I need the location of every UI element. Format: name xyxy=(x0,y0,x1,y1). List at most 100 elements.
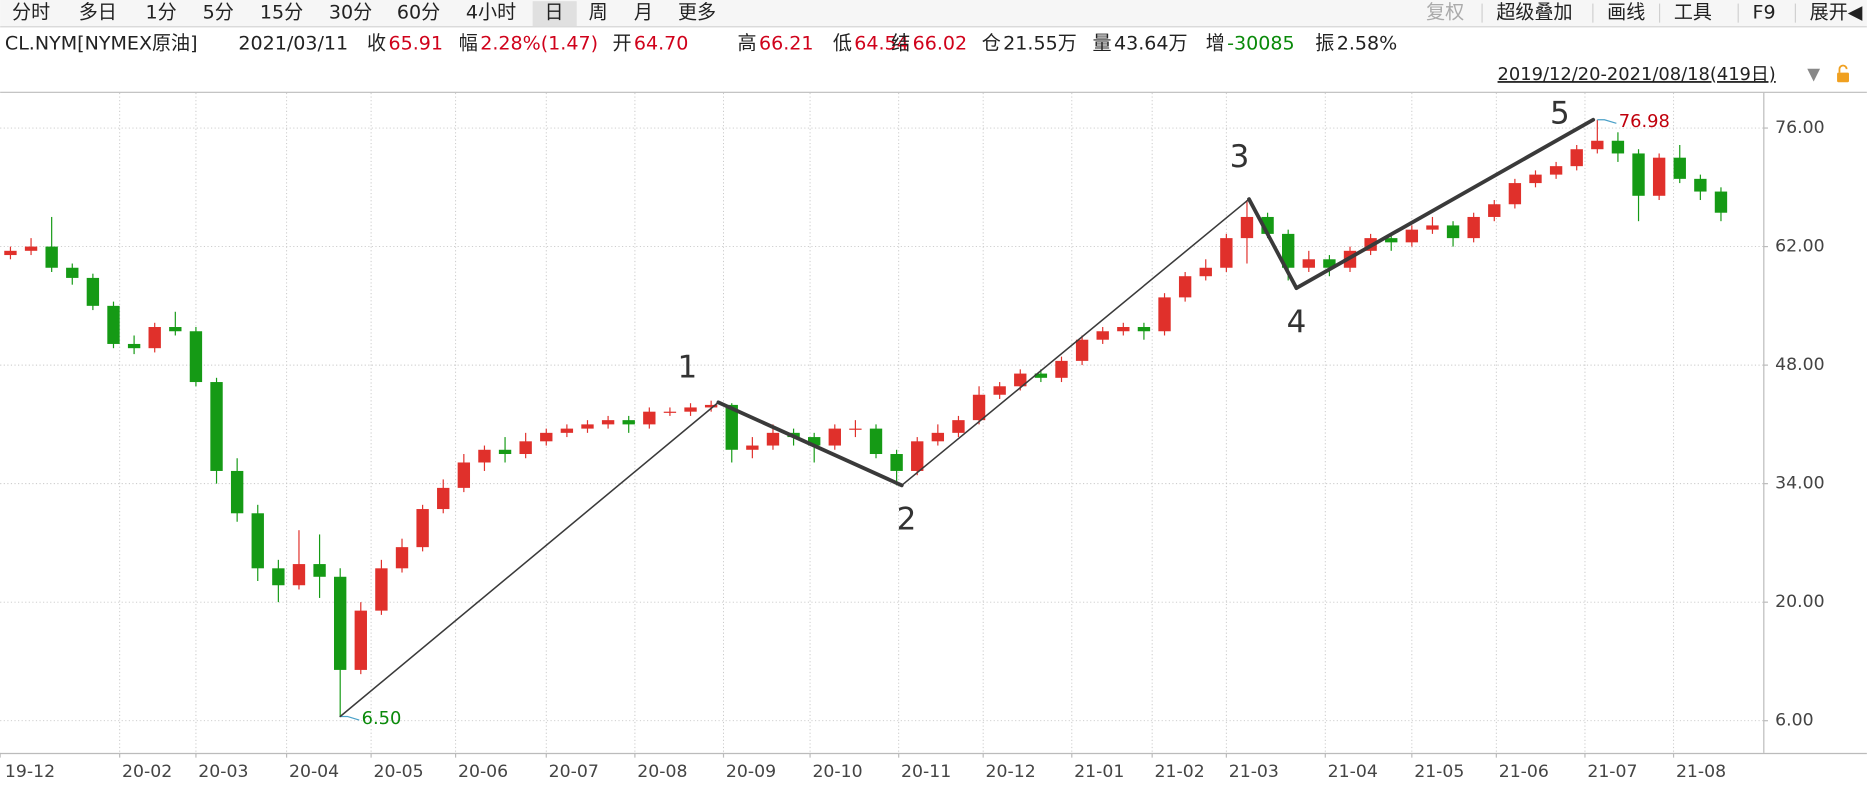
field-label: 收 xyxy=(367,33,386,55)
candle-body xyxy=(808,437,821,446)
x-tick-label: 20-06 xyxy=(458,762,508,782)
candle-body xyxy=(972,394,986,421)
candle-body xyxy=(292,564,306,586)
candle-body xyxy=(1158,297,1171,332)
candle-body xyxy=(1405,229,1419,243)
tool-button[interactable]: 复权 xyxy=(1426,2,1464,24)
y-tick-label: 76.00 xyxy=(1775,118,1824,138)
field-value: 65.91 xyxy=(388,33,443,55)
candle-body xyxy=(952,420,965,433)
period-button[interactable]: 30分 xyxy=(329,2,372,24)
x-tick-label: 20-03 xyxy=(198,762,248,782)
candle-body xyxy=(169,327,182,332)
candle-body xyxy=(354,610,367,670)
candle-body xyxy=(931,432,945,442)
symbol: CL.NYM[NYMEX原油] xyxy=(5,33,198,55)
field-value: 64.54 xyxy=(854,33,909,55)
candle-body xyxy=(313,564,326,577)
x-tick-label: 20-04 xyxy=(289,762,339,782)
candle-body xyxy=(437,487,450,510)
lock-icon[interactable] xyxy=(1837,64,1849,83)
candle-body xyxy=(560,428,574,433)
tool-button[interactable]: 展开◀ xyxy=(1810,2,1863,24)
wave-segment xyxy=(900,198,1250,487)
candle-body xyxy=(1199,267,1212,277)
field-label: 开 xyxy=(612,33,631,55)
candle-body xyxy=(746,445,759,450)
period-button[interactable]: 多日 xyxy=(79,2,117,24)
x-tick-label: 21-01 xyxy=(1074,762,1124,782)
candle-body xyxy=(127,343,141,349)
candle-body xyxy=(849,428,862,430)
range-dropdown[interactable]: ▼ xyxy=(1807,65,1820,84)
candle-body xyxy=(519,441,532,455)
tool-button[interactable]: F9 xyxy=(1752,2,1775,24)
period-button[interactable]: 日 xyxy=(545,2,564,24)
candle-body xyxy=(1694,178,1707,192)
period-button[interactable]: 60分 xyxy=(397,2,440,24)
candle-body xyxy=(869,428,883,455)
field-label: 幅 xyxy=(459,33,478,55)
candle-body xyxy=(1096,331,1109,340)
candle-body xyxy=(1467,216,1480,239)
candle-body xyxy=(622,420,635,425)
candle-body xyxy=(1508,183,1522,205)
x-tick-label: 19-12 xyxy=(5,762,55,782)
candle-body xyxy=(334,576,347,670)
period-button[interactable]: 更多 xyxy=(678,2,716,24)
candle-body xyxy=(1055,360,1068,378)
candle-body xyxy=(1570,149,1583,167)
candle-body xyxy=(1178,276,1192,298)
period-button[interactable]: 5分 xyxy=(203,2,234,24)
candle-body xyxy=(24,246,38,251)
extreme-label: 76.98 xyxy=(1619,111,1670,132)
date-range[interactable]: 2019/12/20-2021/08/18(419日) xyxy=(1498,64,1776,85)
candle-body xyxy=(766,432,780,446)
candle-body xyxy=(1075,339,1089,361)
period-button[interactable]: 月 xyxy=(634,2,653,24)
extreme-leader xyxy=(1597,119,1617,124)
period-button[interactable]: 分时 xyxy=(12,2,50,24)
candle-body xyxy=(1426,225,1439,230)
x-tick-label: 20-08 xyxy=(637,762,687,782)
tool-button[interactable]: 超级叠加 xyxy=(1496,2,1572,24)
x-tick-label: 20-05 xyxy=(373,762,423,782)
x-tick-label: 20-12 xyxy=(986,762,1036,782)
field-value: 21.55万 xyxy=(1003,33,1077,55)
period-button[interactable]: 15分 xyxy=(260,2,303,24)
field-value: 2.58% xyxy=(1337,33,1398,55)
x-tick-label: 21-03 xyxy=(1229,762,1279,782)
y-tick-label: 48.00 xyxy=(1775,355,1824,375)
candle-body xyxy=(643,411,656,425)
candle-body xyxy=(704,404,718,408)
field-value: 64.70 xyxy=(634,33,689,55)
field-value: 2.28%(1.47) xyxy=(480,33,598,55)
field-label: 高 xyxy=(738,33,757,55)
wave-segment xyxy=(1247,197,1299,290)
candle-body xyxy=(457,462,471,488)
x-tick-label: 21-02 xyxy=(1155,762,1205,782)
candle-body xyxy=(1117,327,1130,332)
wave-label: 4 xyxy=(1287,304,1307,340)
annotations: 76.98 6.50 1 2 3 4 5 xyxy=(339,95,1670,729)
candle-body xyxy=(107,305,120,344)
period-button[interactable]: 周 xyxy=(589,2,608,24)
tool-button[interactable]: 画线 xyxy=(1607,2,1645,24)
y-tick-label: 20.00 xyxy=(1775,592,1824,612)
field-value: -30085 xyxy=(1227,33,1294,55)
period-button[interactable]: 4小时 xyxy=(466,2,516,24)
candle-body xyxy=(663,411,677,413)
candle-body xyxy=(581,424,594,429)
period-button[interactable]: 1分 xyxy=(145,2,176,24)
candle-body xyxy=(684,407,697,412)
tool-button[interactable]: 工具 xyxy=(1674,2,1712,24)
field-label: 振 xyxy=(1315,33,1334,55)
wave-segment xyxy=(716,400,904,488)
candle-body xyxy=(1591,140,1604,150)
candle-body xyxy=(911,441,924,471)
field-label: 结 xyxy=(891,33,910,55)
x-tick-label: 20-07 xyxy=(549,762,599,782)
wave-segment xyxy=(339,401,720,718)
candle-body xyxy=(416,509,429,548)
